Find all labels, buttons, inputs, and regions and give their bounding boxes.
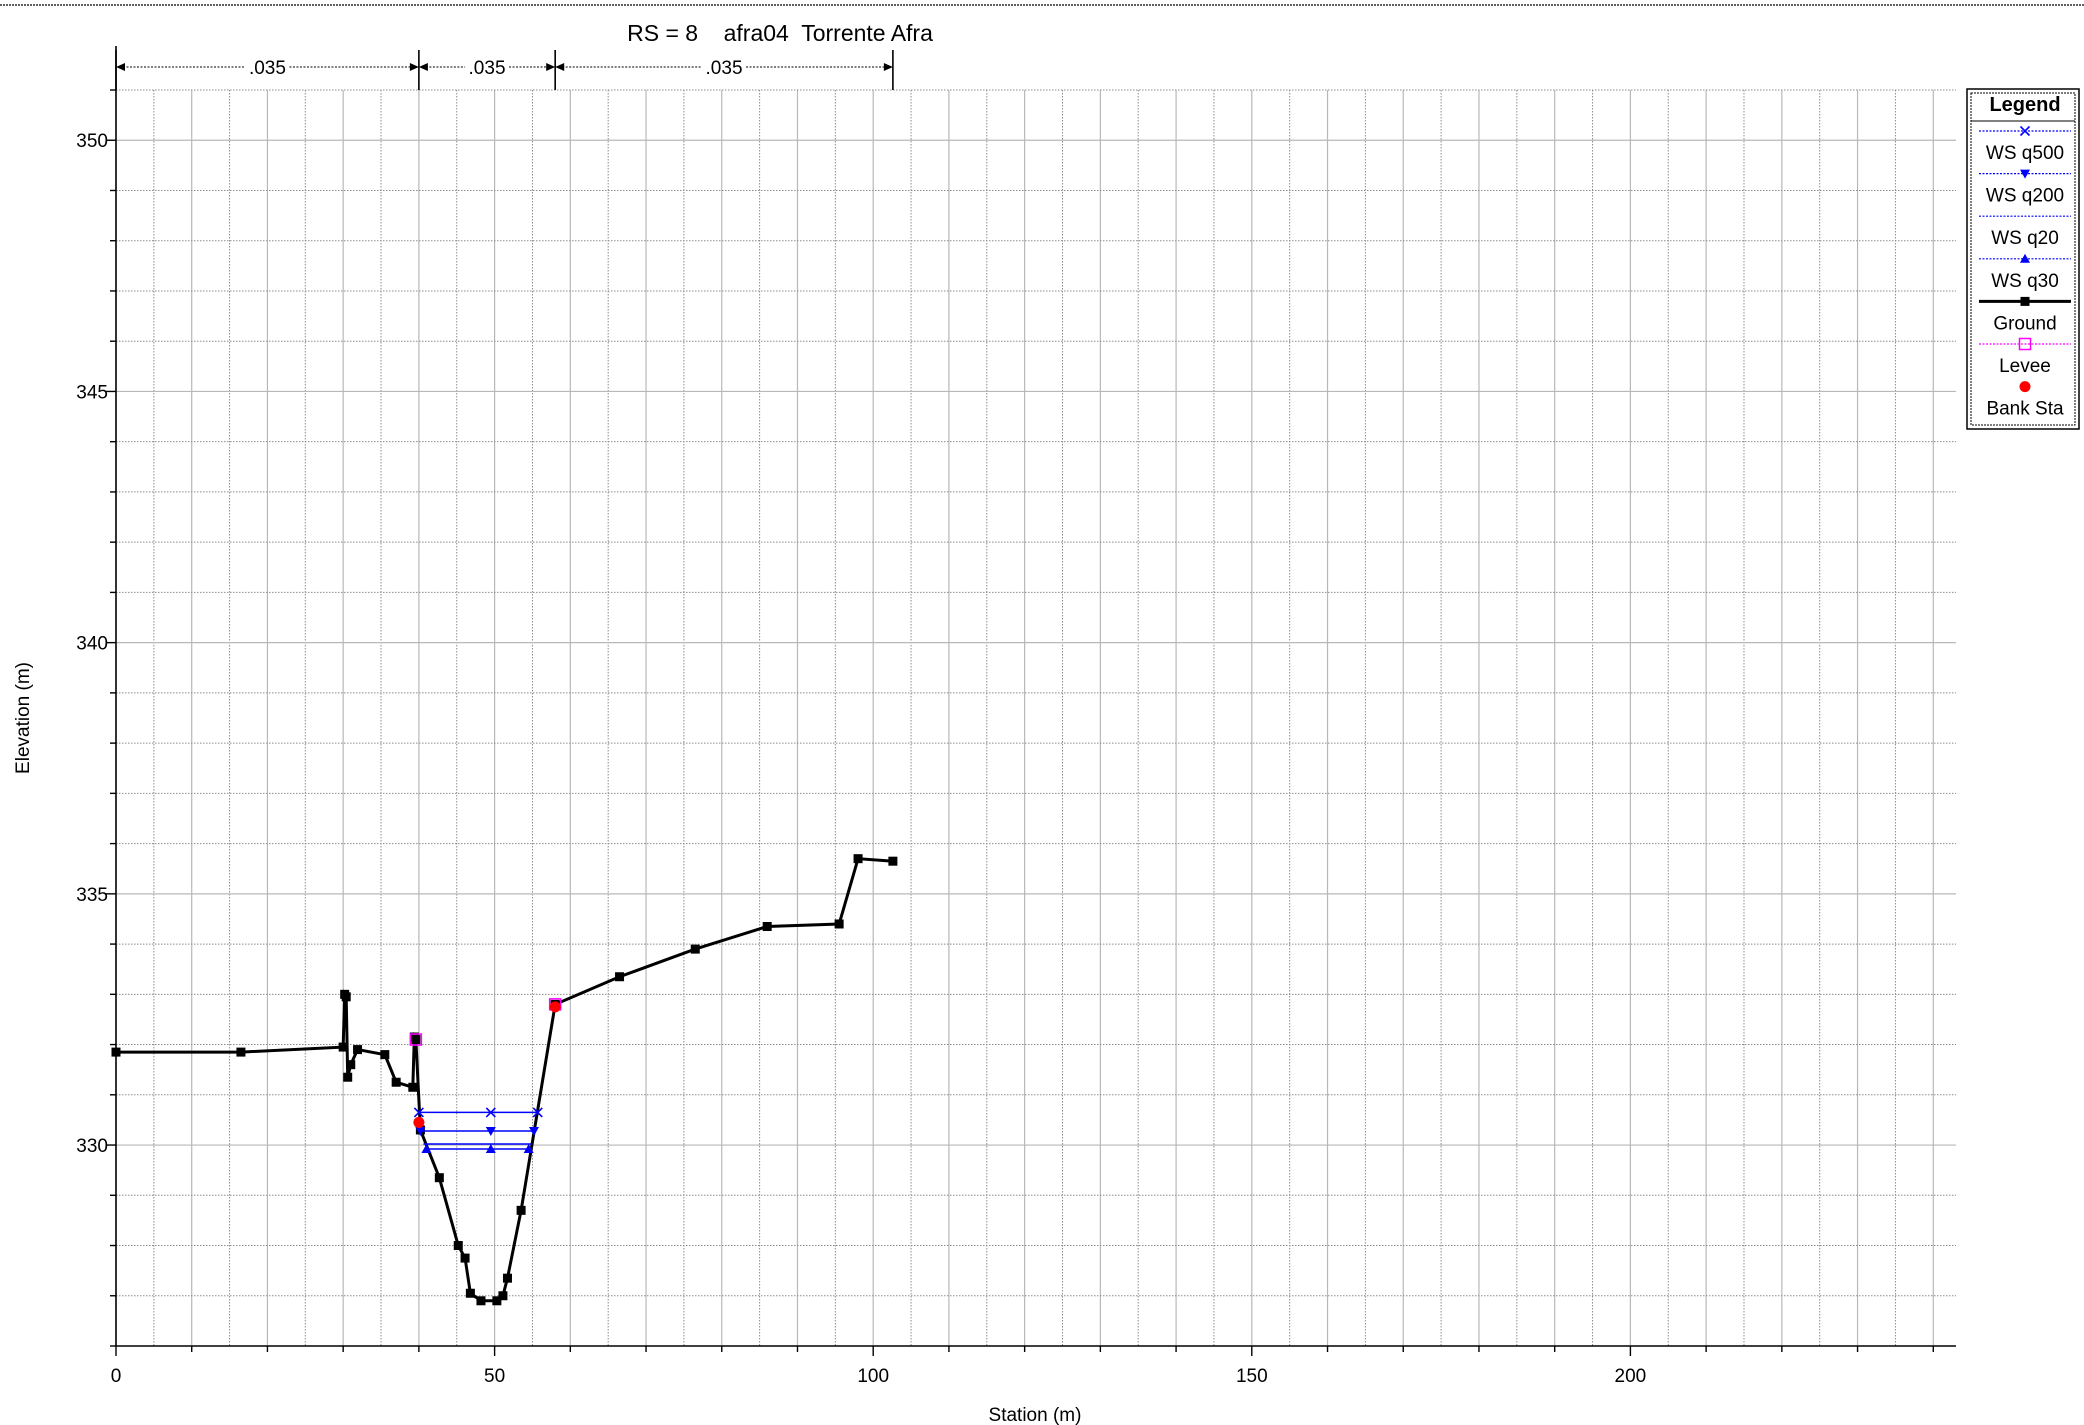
data-point-ground [111, 1047, 121, 1057]
data-point-ground [341, 992, 351, 1002]
legend-entry-ws-q20: WS q20 [1979, 215, 2071, 249]
y-tick-label: 340 [76, 634, 108, 655]
y-tick-label: 345 [76, 382, 108, 403]
data-point-ws-q500 [413, 1107, 424, 1118]
legend-entry-levee: Levee [1979, 337, 2071, 377]
legend-entry-ground: Ground [1979, 296, 2071, 334]
data-point-ground [353, 1045, 363, 1055]
data-point-ground [411, 1035, 421, 1045]
series-ground [111, 854, 898, 1306]
data-point-ws-q200 [485, 1126, 496, 1136]
mannings-arrow [409, 63, 419, 71]
series-ws-q30 [421, 1144, 534, 1154]
data-point-ground [853, 854, 863, 864]
legend-label-ws-q200: WS q200 [1986, 186, 2064, 207]
data-point-ground [346, 1060, 356, 1070]
data-point-ground [762, 921, 772, 931]
data-point-ground [380, 1050, 390, 1060]
legend-title: Legend [1989, 94, 2060, 116]
data-point-levee [409, 1033, 423, 1046]
data-point-ground [465, 1288, 475, 1298]
data-point-ws-q30 [523, 1144, 534, 1154]
data-point-ground [391, 1077, 401, 1087]
x-tick-label: 150 [1236, 1366, 1268, 1387]
grid [116, 89, 1956, 1346]
data-point-ground [502, 1273, 512, 1283]
data-point-ground [476, 1296, 486, 1306]
tick-labels: 0 50 100 150 200 330 335 340 345 350 [76, 131, 1646, 1387]
data-point-ground [492, 1296, 502, 1306]
data-point-ground [236, 1047, 246, 1057]
x-tick-label: 100 [857, 1366, 889, 1387]
legend-label-ws-q20: WS q20 [1991, 228, 2059, 249]
data-point-ground [516, 1205, 526, 1215]
data-point-ground [434, 1173, 444, 1183]
mannings-n-label: .035 [706, 58, 743, 79]
y-tick-label: 350 [76, 131, 108, 152]
data-point-bank-sta [413, 1116, 425, 1128]
legend-entry-bank-sta: Bank Sta [1986, 381, 2064, 420]
legend-marker-ws-q30 [2020, 253, 2030, 263]
chart-title: RS = 8 afra04 Torrente Afra [627, 20, 933, 46]
legend-label-bank-sta: Bank Sta [1986, 399, 2064, 420]
x-tick-label: 50 [484, 1366, 505, 1387]
data-point-ground [338, 1042, 348, 1052]
legend-marker-ws-q500 [2019, 125, 2031, 137]
data-point-ws-q500 [532, 1107, 543, 1118]
series-ws-q500 [413, 1107, 543, 1118]
y-tick-label: 335 [76, 885, 108, 906]
axes [106, 46, 1956, 1356]
legend-entry-ws-q500: WS q500 [1979, 125, 2071, 164]
data-point-ground [690, 944, 700, 954]
y-tick-label: 330 [76, 1136, 108, 1157]
series-bank-sta [413, 1001, 561, 1128]
data-point-ws-q500 [485, 1107, 496, 1118]
legend: Legend WS q500 WS q200 WS q20 WS q30 Ground L… [1966, 88, 2080, 430]
x-tick-label: 200 [1615, 1366, 1647, 1387]
series-levee [409, 998, 562, 1046]
data-point-ws-q200 [528, 1126, 539, 1136]
mannings-arrow [546, 63, 556, 71]
legend-label-ws-q500: WS q500 [1986, 143, 2064, 164]
mannings-arrow [555, 63, 565, 71]
data-point-bank-sta [549, 1001, 561, 1013]
y-axis-label: Elevation (m) [13, 662, 34, 774]
mannings-n-bar: .035 .035 .035 [115, 50, 894, 90]
series-ws-q200 [415, 1126, 539, 1136]
x-tick-label: 0 [111, 1366, 122, 1387]
data-point-ground [343, 1072, 353, 1082]
mannings-n-label: .035 [249, 58, 286, 79]
legend-label-ws-q30: WS q30 [1991, 271, 2059, 292]
data-point-ws-q30 [421, 1144, 432, 1154]
legend-entry-ws-q30: WS q30 [1979, 253, 2071, 292]
data-point-ground [834, 919, 844, 929]
legend-label-ground: Ground [1993, 313, 2056, 334]
data-point-ground [408, 1082, 418, 1092]
legend-marker-ws-q200 [2020, 169, 2030, 179]
legend-label-levee: Levee [1999, 356, 2051, 377]
data-point-ground [453, 1241, 463, 1251]
data-point-ground [460, 1253, 470, 1263]
legend-entry-ws-q200: WS q200 [1979, 169, 2071, 207]
data-point-ground [498, 1291, 508, 1301]
data-point-ground [888, 856, 898, 866]
data-point-ws-q30 [485, 1144, 496, 1154]
legend-marker-ground [2020, 296, 2030, 306]
data-point-ground [615, 972, 625, 982]
mannings-arrow [116, 63, 125, 71]
legend-marker-levee [2018, 337, 2032, 351]
legend-box-inner [1970, 92, 2076, 426]
data-point-ws-q200 [415, 1126, 426, 1136]
series-layer [111, 854, 898, 1306]
series-line-ground [116, 857, 893, 1303]
mannings-arrow [418, 63, 428, 71]
x-axis-label: Station (m) [989, 1405, 1082, 1425]
mannings-n-label: .035 [469, 58, 506, 79]
mannings-arrow [883, 63, 893, 71]
legend-marker-bank-sta [2019, 381, 2031, 393]
